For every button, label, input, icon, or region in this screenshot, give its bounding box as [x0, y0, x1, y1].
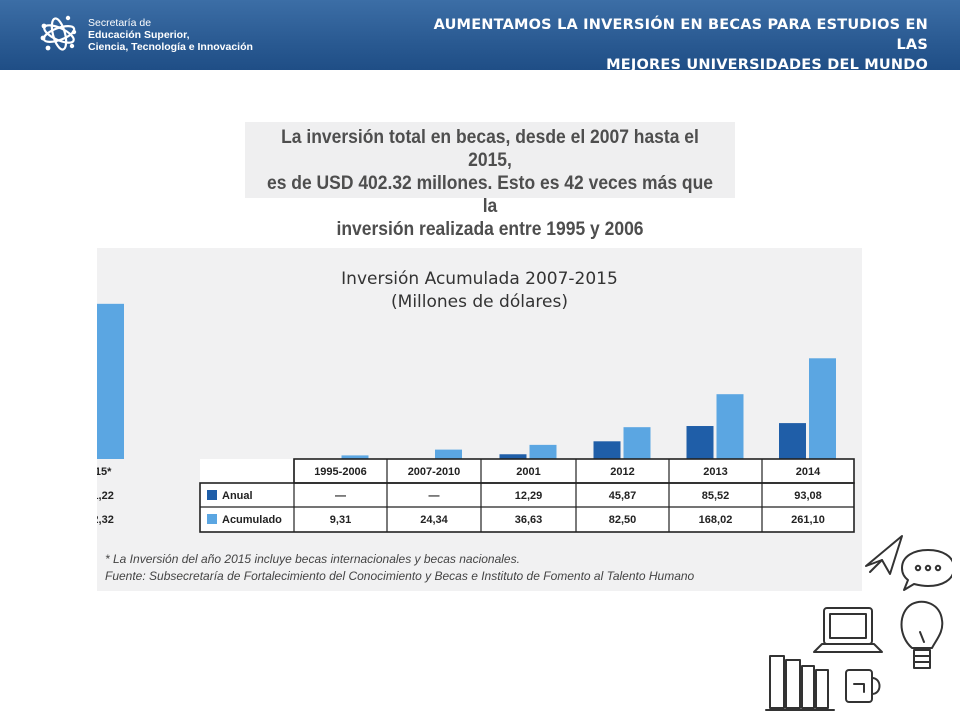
data-label-acumulado: 9,31	[330, 514, 351, 526]
data-label-acumulado: 82,50	[609, 514, 637, 526]
data-label-anual: —	[335, 490, 346, 502]
data-label-anual: —	[429, 490, 440, 502]
category-label: 2007-2010	[408, 466, 461, 478]
slide-title-line-1: AUMENTAMOS LA INVERSIÓN EN BECAS PARA ES…	[433, 17, 928, 53]
data-label-anual: 45,87	[609, 490, 637, 502]
data-label-anual: 141,22	[97, 490, 114, 502]
mug-icon	[845, 669, 881, 703]
chart-title-block: Inversión Acumulada 2007-2015 (Millones …	[97, 268, 862, 314]
books-icon	[765, 655, 835, 711]
chart-title: Inversión Acumulada 2007-2015	[341, 269, 618, 289]
chart-panel: 1995-2006 2007-2010 2001 2012 2013 2014 2015* A…	[97, 248, 862, 591]
footnote: * La Inversión del año 2015 incluye beca…	[105, 551, 855, 585]
category-label: 2015*	[97, 466, 112, 478]
legend-swatch-acumulado	[207, 514, 217, 524]
organization-name: Secretaría de Educación Superior, Cienci…	[88, 17, 253, 53]
bar-acumulado-1	[435, 449, 462, 459]
bar-acumulado-0	[341, 455, 369, 459]
header-bar: Secretaría de Educación Superior, Cienci…	[0, 0, 960, 73]
category-label: 2001	[516, 466, 540, 478]
org-line-2: Educación Superior,	[88, 29, 190, 41]
chart-canvas: 1995-2006 2007-2010 2001 2012 2013 2014 2015* A…	[97, 303, 855, 533]
category-label: 2012	[610, 466, 634, 478]
bar-anual-2	[499, 454, 527, 459]
slide-title-line-2: MEJORES UNIVERSIDADES DEL MUNDO	[606, 57, 928, 73]
data-label-acumulado: 402,32	[97, 514, 114, 526]
category-label: 2013	[703, 466, 727, 478]
org-line-3: Ciencia, Tecnología e Innovación	[88, 41, 253, 53]
footnote-line-2: Fuente: Subsecretaría de Fortalecimiento…	[105, 569, 695, 583]
bar-acumulado-4	[716, 394, 744, 459]
intro-line-1: La inversión total en becas, desde el 20…	[281, 127, 699, 171]
slide-title: AUMENTAMOS LA INVERSIÓN EN BECAS PARA ES…	[408, 15, 928, 75]
intro-line-3: inversión realizada entre 1995 y 2006	[336, 219, 644, 240]
category-label: 2014	[796, 466, 821, 478]
laptop-icon	[813, 607, 883, 653]
data-label-anual: 12,29	[515, 490, 543, 502]
chart-subtitle: (Millones de dólares)	[391, 292, 568, 312]
data-label-anual: 93,08	[794, 490, 822, 502]
intro-line-2: es de USD 402.32 millones. Esto es 42 ve…	[267, 173, 713, 217]
logo-icon	[38, 12, 80, 60]
bar-acumulado-3	[623, 427, 651, 459]
bar-acumulado-2	[529, 444, 557, 459]
legend-label-acumulado: Acumulado	[222, 514, 282, 526]
decor-doodles	[762, 528, 955, 722]
legend-label-anual: Anual	[222, 490, 253, 502]
data-label-acumulado: 36,63	[515, 514, 543, 526]
data-label-anual: 85,52	[702, 490, 730, 502]
org-line-1: Secretaría de	[88, 17, 152, 29]
table-header-row	[293, 458, 855, 484]
data-label-acumulado: 168,02	[699, 514, 733, 526]
intro-text: La inversión total en becas, desde el 20…	[265, 126, 716, 241]
data-label-acumulado: 24,34	[420, 514, 448, 526]
bar-anual-4	[686, 426, 714, 459]
legend-swatch-anual	[207, 490, 217, 500]
lightbulb-icon	[900, 600, 944, 669]
speech-bubble-icon	[901, 549, 955, 591]
cursor-arrow-icon	[865, 535, 903, 575]
intro-box: La inversión total en becas, desde el 20…	[245, 122, 735, 240]
bar-anual-3	[593, 441, 621, 459]
data-label-acumulado: 261,10	[791, 514, 825, 526]
bar-acumulado-6	[97, 303, 124, 459]
category-label: 1995-2006	[314, 466, 367, 478]
footnote-line-1: * La Inversión del año 2015 incluye beca…	[105, 552, 520, 566]
bar-anual-5	[779, 423, 806, 459]
bar-acumulado-5	[809, 358, 836, 459]
